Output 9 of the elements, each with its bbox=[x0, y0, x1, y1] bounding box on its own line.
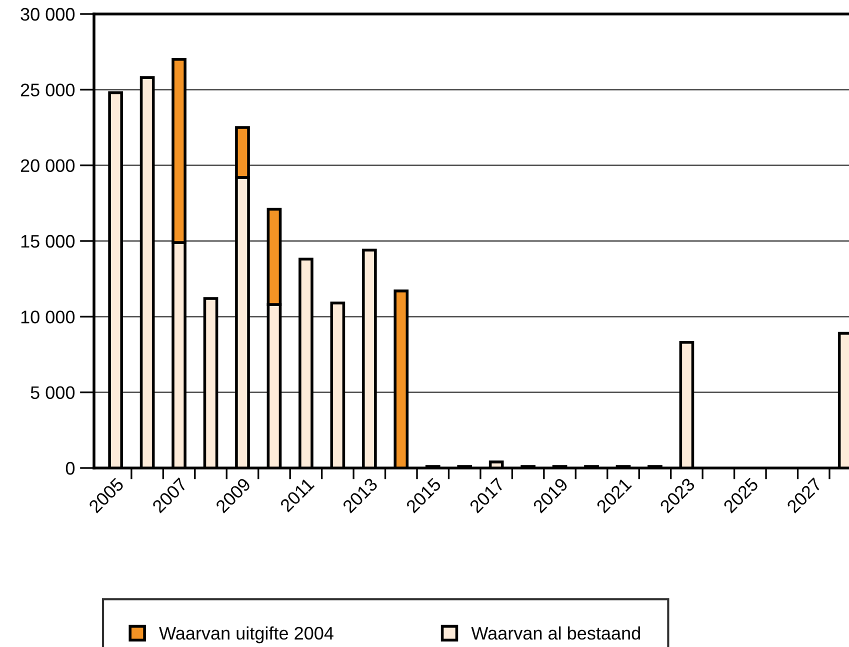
y-tick-label: 30 000 bbox=[20, 8, 75, 21]
y-tick-label: 15 000 bbox=[21, 234, 75, 248]
y-tick-label: 5 000 bbox=[30, 386, 75, 400]
y-tick-label: 20 000 bbox=[20, 159, 75, 172]
legend-label: Waarvan al bestaand bbox=[471, 626, 640, 640]
y-tick-label: 0 bbox=[66, 462, 75, 475]
y-tick-label: 10 000 bbox=[21, 310, 75, 324]
legend-label: Waarvan uitgifte 2004 bbox=[159, 626, 334, 644]
y-tick-label: 25 000 bbox=[20, 84, 75, 96]
